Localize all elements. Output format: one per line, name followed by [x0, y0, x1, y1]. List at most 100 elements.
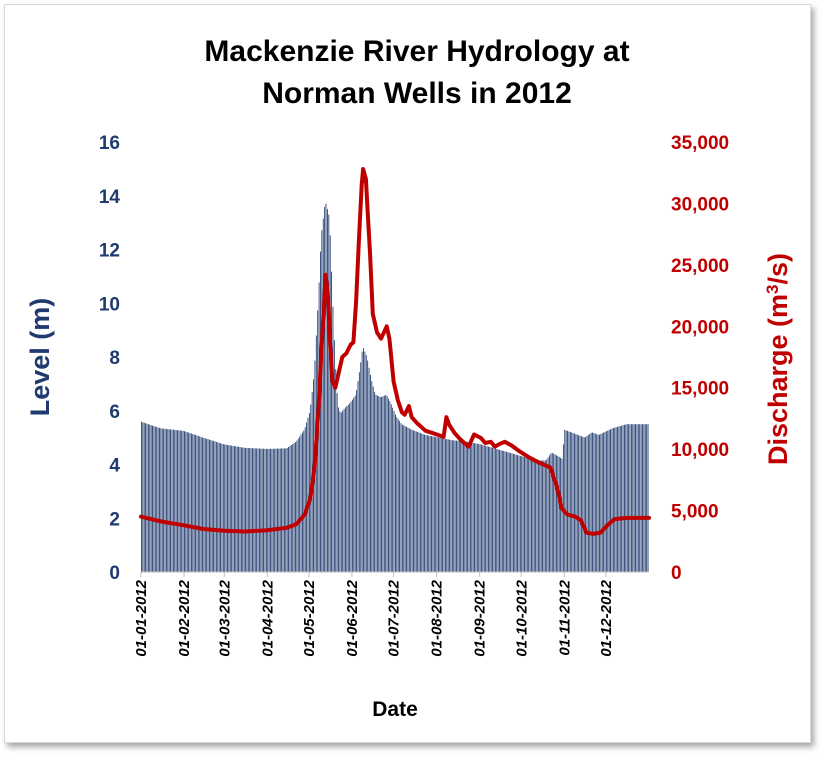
level-bar — [601, 433, 603, 572]
level-bar — [426, 435, 428, 572]
level-bar — [188, 432, 190, 572]
level-bar — [282, 448, 284, 572]
level-bar — [240, 447, 242, 572]
level-bar — [213, 440, 215, 572]
level-bar — [506, 451, 507, 572]
level-bar — [300, 434, 302, 572]
level-bar — [332, 306, 334, 572]
y-left-tick-label: 12 — [99, 241, 120, 262]
level-bar — [551, 452, 553, 572]
level-bar — [336, 393, 338, 572]
level-bar — [507, 452, 509, 572]
level-bar — [436, 437, 438, 572]
level-bar — [607, 430, 609, 572]
level-bar — [572, 433, 574, 572]
level-bar — [515, 454, 517, 572]
level-bar — [215, 441, 217, 572]
level-bar — [397, 419, 399, 572]
level-bar — [632, 424, 634, 572]
level-bar — [511, 453, 513, 572]
level-bar — [168, 429, 170, 572]
level-bar — [503, 451, 505, 572]
level-bar — [167, 429, 169, 572]
level-bar — [233, 446, 235, 572]
level-bar — [489, 446, 491, 572]
level-bar — [270, 448, 271, 572]
level-bar — [580, 436, 582, 572]
level-bar — [482, 444, 484, 572]
level-bar — [446, 439, 448, 572]
level-bar — [597, 434, 599, 572]
level-bar — [186, 432, 188, 572]
level-bar — [512, 453, 514, 572]
level-bar — [504, 451, 506, 572]
level-bar — [222, 444, 224, 572]
level-bar — [556, 455, 557, 572]
level-bar — [210, 440, 212, 572]
level-bar — [493, 448, 495, 572]
level-bar — [433, 436, 435, 572]
level-bar — [537, 460, 539, 572]
level-bar — [331, 271, 333, 572]
level-bar — [453, 440, 455, 572]
level-bar — [290, 445, 292, 572]
level-bar — [568, 431, 570, 572]
level-bar — [636, 424, 638, 572]
level-bar — [389, 401, 391, 572]
level-bar — [603, 432, 605, 572]
level-bar — [343, 408, 345, 572]
level-bar — [175, 430, 177, 572]
level-bar — [461, 441, 463, 572]
level-bar — [202, 437, 203, 572]
level-bar — [360, 362, 362, 573]
level-bar — [456, 440, 457, 572]
level-bar — [232, 445, 234, 572]
level-bar — [324, 206, 326, 572]
level-bar — [567, 430, 568, 572]
level-bars — [141, 203, 649, 573]
level-bar — [544, 460, 546, 572]
level-bar — [189, 433, 191, 572]
level-bar — [339, 411, 341, 572]
level-bar — [528, 458, 530, 572]
level-bar — [640, 424, 642, 572]
level-bar — [419, 433, 421, 572]
level-bar — [395, 414, 396, 572]
level-bar — [401, 424, 403, 572]
level-bar — [218, 442, 220, 572]
level-bar — [582, 436, 584, 572]
level-bar — [604, 431, 606, 572]
level-bar — [621, 425, 623, 572]
chart-title-line-1: Mackenzie River Hydrology at — [204, 35, 629, 68]
level-bar — [610, 429, 611, 572]
level-bar — [382, 396, 384, 572]
level-bar — [442, 438, 444, 572]
level-bar — [417, 431, 419, 572]
level-bar — [253, 448, 255, 572]
level-bar — [443, 438, 445, 572]
level-bar — [467, 441, 469, 572]
y-left-tick-label: 10 — [99, 294, 120, 315]
level-bar — [385, 394, 387, 572]
y-right-tick-label: 20,000 — [671, 317, 729, 338]
level-bar — [263, 448, 264, 572]
level-bar — [279, 448, 281, 572]
level-bar — [521, 456, 523, 572]
y-axis-right-label-tail: /s) — [763, 253, 793, 285]
level-bar — [529, 458, 531, 572]
x-tick-label: 01-10-2012 — [513, 579, 530, 656]
level-bar — [557, 456, 559, 572]
level-bar — [229, 445, 231, 572]
x-tick-label: 01-12-2012 — [598, 579, 615, 656]
level-bar — [307, 417, 309, 572]
level-bar — [154, 426, 156, 572]
level-bar — [372, 386, 374, 572]
level-bar — [164, 428, 166, 572]
level-bar — [575, 434, 577, 572]
level-bar — [322, 218, 324, 572]
level-bar — [536, 460, 538, 572]
level-bar — [225, 444, 227, 572]
x-tick-label: 01-07-2012 — [386, 579, 403, 656]
level-bar — [347, 404, 349, 572]
level-bar — [368, 367, 370, 572]
